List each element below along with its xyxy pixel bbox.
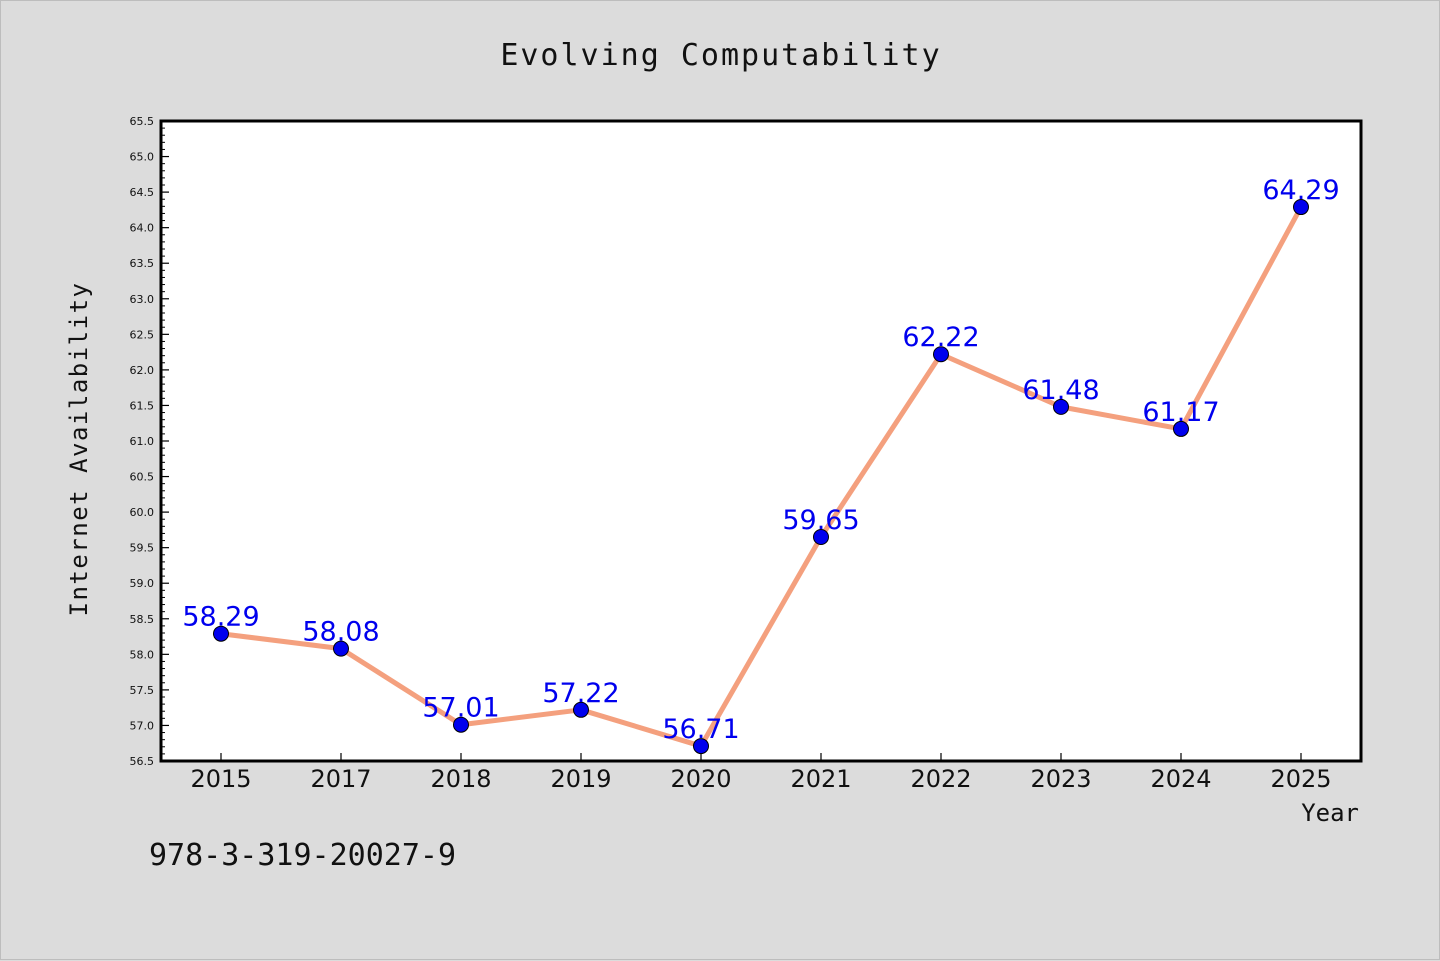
y-tick-label: 64.5 [130, 186, 155, 199]
y-tick-label: 63.0 [130, 293, 155, 306]
data-label: 58.08 [302, 617, 379, 648]
y-tick-label: 65.5 [130, 115, 155, 128]
data-point [933, 346, 949, 363]
data-point [1053, 398, 1069, 415]
y-tick-label: 56.5 [130, 755, 155, 768]
x-tick-label: 2018 [430, 765, 491, 793]
plot-area [161, 121, 1361, 761]
y-tick-label: 59.5 [130, 542, 155, 555]
y-tick-label: 61.5 [130, 399, 155, 412]
data-label: 57.22 [542, 678, 619, 709]
data-point [453, 716, 469, 733]
x-tick-label: 2024 [1150, 765, 1211, 793]
data-label: 61.48 [1022, 375, 1099, 406]
x-tick-label: 2023 [1030, 765, 1091, 793]
x-axis-label: Year [1301, 799, 1359, 827]
plot-frame [159, 119, 1363, 763]
data-point [573, 701, 589, 718]
y-tick-label: 62.5 [130, 328, 155, 341]
y-tick-label: 58.0 [130, 648, 155, 661]
data-point [213, 625, 229, 642]
footer-code: 978-3-319-20027-9 [149, 838, 456, 873]
data-label: 58.29 [182, 602, 259, 633]
x-tick-label: 2022 [910, 765, 971, 793]
y-tick-label: 64.0 [130, 222, 155, 235]
x-tick-label: 2025 [1270, 765, 1331, 793]
x-axis: 2015 2017 2018 2019 2020 2021 2022 2023 2024 2025 [190, 753, 1332, 793]
x-tick-label: 2019 [550, 765, 611, 793]
data-point [693, 738, 709, 755]
y-tick-label: 60.5 [130, 471, 155, 484]
x-tick-label: 2020 [670, 765, 731, 793]
x-tick-label: 2017 [310, 765, 371, 793]
y-tick-label: 61.0 [130, 435, 155, 448]
data-point [1173, 420, 1189, 437]
y-tick-label: 63.5 [130, 257, 155, 270]
x-tick-label: 2015 [190, 765, 251, 793]
data-label: 56.71 [662, 714, 739, 745]
data-point [1293, 199, 1309, 216]
y-tick-label: 57.0 [130, 719, 155, 732]
data-label: 61.17 [1142, 397, 1219, 428]
data-label: 62.22 [902, 322, 979, 353]
y-tick-label: 60.0 [130, 506, 155, 519]
y-axis-label: Internet Availability [65, 282, 93, 617]
y-tick-label: 65.0 [130, 151, 155, 164]
y-tick-label: 59.0 [130, 577, 155, 590]
series-layer: 58.29 58.08 57.01 57.22 56.71 59.65 62.22 61.48… [182, 175, 1340, 755]
chart-title: Evolving Computability [500, 38, 941, 73]
y-tick-label: 58.5 [130, 613, 155, 626]
data-point [813, 529, 829, 545]
data-label: 64.29 [1262, 175, 1339, 206]
data-point [333, 640, 349, 657]
y-tick-label: 57.5 [130, 684, 155, 697]
y-tick-label: 62.0 [130, 364, 155, 377]
data-label: 59.65 [782, 505, 859, 536]
data-label: 57.01 [422, 693, 499, 724]
series-line [218, 204, 1304, 749]
x-tick-label: 2021 [790, 765, 851, 793]
